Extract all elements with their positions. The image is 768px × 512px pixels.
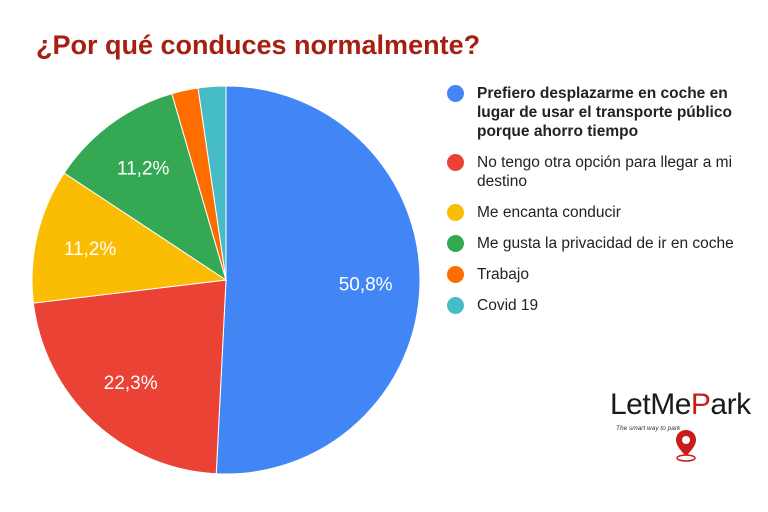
legend-item-3: Me gusta la privacidad de ir en coche (447, 234, 757, 253)
legend-label-5: Covid 19 (477, 297, 539, 314)
legend-swatch-0 (447, 85, 464, 102)
slice-label-0: 50,8% (339, 275, 393, 296)
slice-label-1: 22,3% (104, 373, 158, 394)
legend-item-5: Covid 19 (447, 296, 757, 315)
legend-swatch-2 (447, 204, 464, 221)
slice-label-2: 11,2% (64, 239, 117, 260)
pie-slice-1 (32, 279, 227, 475)
pie-slice-5 (197, 85, 227, 281)
legend-item-4: Trabajo (447, 265, 757, 284)
chart-title: ¿Por qué conduces normalmente? (36, 30, 481, 60)
legend-swatch-4 (447, 266, 464, 283)
pie-chart: 50,8% 22,3% 11,2% 11,2% (31, 85, 421, 475)
legend-item-1: No tengo otra opción para llegar a mi de… (447, 153, 757, 191)
legend-label-3: Me gusta la privacidad de ir en coche (477, 235, 734, 252)
map-pin-icon (676, 430, 696, 462)
chart-legend: Prefiero desplazarme en coche en lugar d… (447, 84, 757, 327)
legend-swatch-3 (447, 235, 464, 252)
legend-swatch-1 (447, 154, 464, 171)
legend-item-0: Prefiero desplazarme en coche en lugar d… (447, 84, 757, 141)
letmepark-logo: LetMePark The smart way to park (610, 388, 752, 468)
legend-label-0: Prefiero desplazarme en coche en lugar d… (477, 85, 732, 140)
legend-label-4: Trabajo (477, 266, 529, 283)
legend-label-1: No tengo otra opción para llegar a mi de… (477, 154, 733, 190)
legend-item-2: Me encanta conducir (447, 203, 757, 222)
pie-slice-0 (215, 85, 421, 475)
legend-swatch-5 (447, 297, 464, 314)
slice-label-3: 11,2% (117, 159, 170, 180)
legend-label-2: Me encanta conducir (477, 204, 621, 221)
logo-tagline: The smart way to park (616, 425, 681, 432)
pie-slice-2 (31, 172, 228, 304)
pie-slice-3 (63, 93, 227, 282)
logo-text: LetMePark (610, 388, 751, 421)
